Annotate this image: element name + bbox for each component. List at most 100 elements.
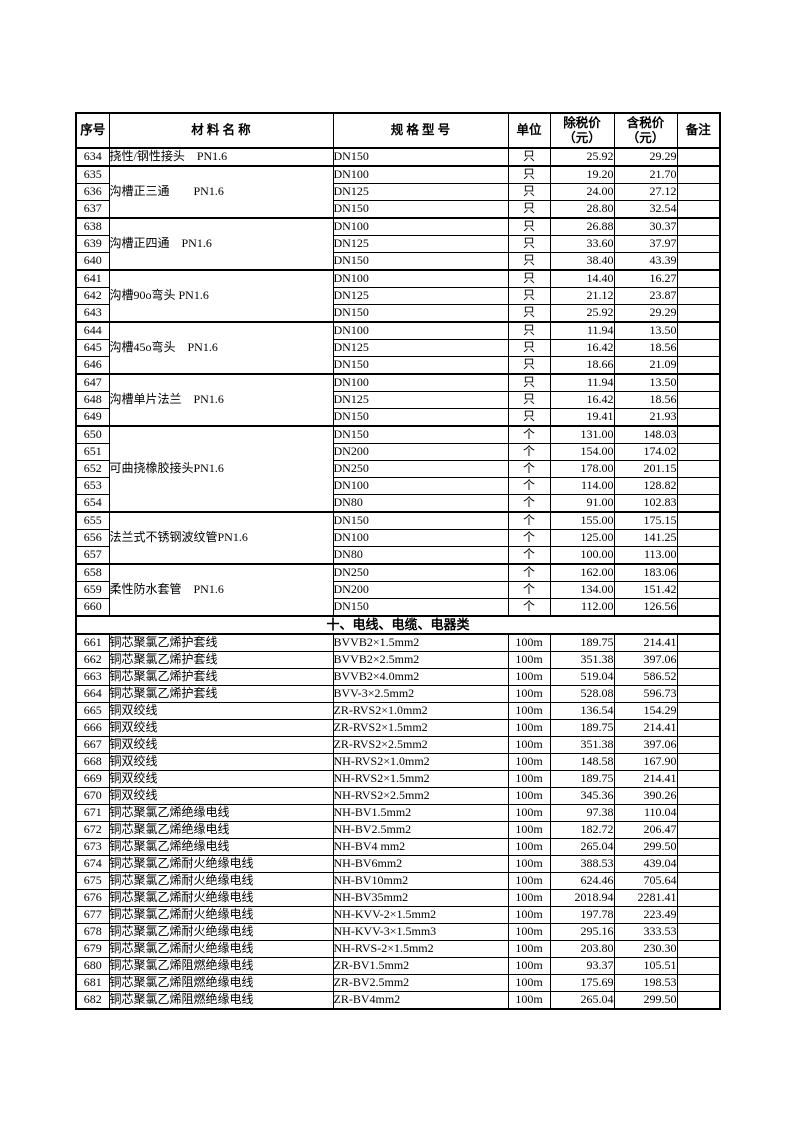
cell-material-name: 铜芯聚氯乙烯绝缘电线 [108, 838, 334, 856]
cell-unit: 100m [507, 787, 551, 805]
cell-material-name: 铜芯聚氯乙烯耐火绝缘电线 [108, 923, 334, 941]
cell-serial: 681 [75, 974, 110, 992]
cell-price-ex: 155.00 [549, 511, 615, 530]
cell-unit: 只 [507, 356, 551, 375]
cell-serial: 647 [75, 373, 110, 392]
cell-price-inc: 586.52 [613, 668, 678, 686]
cell-price-ex: 351.38 [549, 736, 615, 754]
header-cell-price-ex: 除税价 （元） [549, 112, 615, 149]
cell-unit: 个 [507, 529, 551, 547]
header-row: 序号 材 料 名 称 规 格 型 号 单位 除税价 （元） 含税价 （元） 备注 [75, 112, 721, 149]
cell-spec: BVVB2×1.5mm2 [332, 633, 509, 652]
cell-price-ex: 182.72 [549, 821, 615, 839]
cell-serial: 650 [75, 425, 110, 444]
section-title: 十、电线、电缆、电器类 [75, 615, 721, 635]
cell-price-ex: 91.00 [549, 494, 615, 513]
cell-spec: NH-RVS2×1.5mm2 [332, 770, 509, 788]
cell-note [676, 804, 721, 822]
cell-price-inc: 113.00 [613, 546, 678, 565]
cell-unit: 100m [507, 804, 551, 822]
cell-price-ex: 345.36 [549, 787, 615, 805]
table-row: 659 DN200 个 134.00 151.42 [75, 581, 721, 599]
cell-unit: 只 [507, 391, 551, 409]
cell-unit: 100m [507, 651, 551, 669]
cell-serial: 662 [75, 651, 110, 669]
cell-price-ex: 11.94 [549, 373, 615, 392]
table-row: 668 铜双绞线 NH-RVS2×1.0mm2 100m 148.58 167.90 [75, 753, 721, 771]
cell-unit: 100m [507, 923, 551, 941]
cell-price-inc: 214.41 [613, 770, 678, 788]
cell-price-ex: 134.00 [549, 581, 615, 599]
cell-note [676, 940, 721, 958]
cell-price-inc: 230.30 [613, 940, 678, 958]
cell-serial: 656 [75, 529, 110, 547]
cell-price-ex: 131.00 [549, 425, 615, 444]
cell-spec: BVVB2×2.5mm2 [332, 651, 509, 669]
cell-price-ex: 197.78 [549, 906, 615, 924]
cell-note [676, 269, 721, 288]
cell-note [676, 838, 721, 856]
cell-unit: 100m [507, 906, 551, 924]
cell-spec: DN250 [332, 563, 509, 582]
cell-note [676, 906, 721, 924]
cell-price-ex: 26.88 [549, 217, 615, 236]
cell-price-ex: 189.75 [549, 719, 615, 737]
table-row: 634 挠性/钢性接头 PN1.6 DN150 只 25.92 29.29 [75, 147, 721, 167]
cell-note [676, 581, 721, 599]
cell-serial: 658 [75, 563, 110, 582]
cell-note [676, 235, 721, 253]
cell-price-inc: 102.83 [613, 494, 678, 513]
table-body: 634 挠性/钢性接头 PN1.6 DN150 只 25.92 29.29 635 沟槽正三通… [75, 147, 721, 1010]
table-row: 648 DN125 只 16.42 18.56 [75, 391, 721, 409]
cell-material-name: 铜双绞线 [108, 787, 334, 805]
table-row: 647 沟槽单片法兰 PN1.6 DN100 只 11.94 13.50 [75, 373, 721, 427]
cell-material-name: 挠性/钢性接头 PN1.6 [108, 147, 334, 167]
cell-material-name: 沟槽正四通 PN1.6 [108, 217, 334, 271]
cell-note [676, 563, 721, 582]
cell-price-inc: 126.56 [613, 598, 678, 617]
cell-serial: 680 [75, 957, 110, 975]
cell-unit: 个 [507, 546, 551, 565]
cell-serial: 645 [75, 339, 110, 357]
cell-spec: DN150 [332, 304, 509, 323]
cell-serial: 641 [75, 269, 110, 288]
cell-serial: 660 [75, 598, 110, 617]
cell-spec: NH-RVS2×1.0mm2 [332, 753, 509, 771]
cell-unit: 100m [507, 991, 551, 1010]
cell-unit: 只 [507, 235, 551, 253]
cell-note [676, 494, 721, 513]
cell-note [676, 391, 721, 409]
cell-price-inc: 174.02 [613, 443, 678, 461]
table-row: 666 铜双绞线 ZR-RVS2×1.5mm2 100m 189.75 214.41 [75, 719, 721, 737]
table-row: 669 铜双绞线 NH-RVS2×1.5mm2 100m 189.75 214.41 [75, 770, 721, 788]
cell-price-inc: 299.50 [613, 991, 678, 1010]
cell-serial: 640 [75, 252, 110, 271]
cell-price-inc: 29.29 [613, 147, 678, 167]
cell-serial: 644 [75, 321, 110, 340]
cell-spec: DN125 [332, 287, 509, 305]
cell-unit: 只 [507, 183, 551, 201]
cell-material-name: 铜芯聚氯乙烯绝缘电线 [108, 804, 334, 822]
cell-price-inc: 110.04 [613, 804, 678, 822]
cell-material-name: 铜芯聚氯乙烯耐火绝缘电线 [108, 906, 334, 924]
cell-spec: DN100 [332, 477, 509, 495]
cell-material-name: 铜双绞线 [108, 753, 334, 771]
cell-serial: 648 [75, 391, 110, 409]
cell-price-ex: 162.00 [549, 563, 615, 582]
cell-unit: 100m [507, 685, 551, 703]
cell-price-ex: 189.75 [549, 770, 615, 788]
cell-note [676, 252, 721, 271]
cell-price-inc: 141.25 [613, 529, 678, 547]
cell-price-inc: 13.50 [613, 321, 678, 340]
cell-unit: 100m [507, 855, 551, 873]
cell-unit: 只 [507, 165, 551, 184]
table-row: 665 铜双绞线 ZR-RVS2×1.0mm2 100m 136.54 154.29 [75, 702, 721, 720]
material-price-table: 序号 材 料 名 称 规 格 型 号 单位 除税价 （元） 含税价 （元） 备注… [75, 112, 721, 1010]
cell-unit: 只 [507, 321, 551, 340]
cell-price-inc: 105.51 [613, 957, 678, 975]
cell-serial: 674 [75, 855, 110, 873]
cell-price-ex: 178.00 [549, 460, 615, 478]
cell-unit: 100m [507, 940, 551, 958]
cell-material-name: 铜芯聚氯乙烯阻燃绝缘电线 [108, 991, 334, 1010]
cell-unit: 个 [507, 477, 551, 495]
